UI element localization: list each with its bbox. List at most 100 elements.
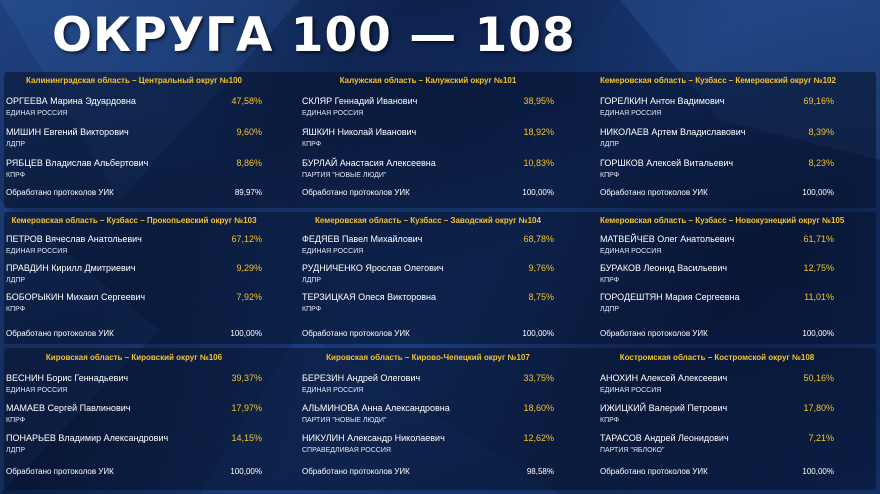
candidate-row: АЛЬМИНОВА Анна Александровна 18,60% ПАРТИЯ…: [302, 403, 554, 427]
candidate-party: ПАРТИЯ "НОВЫЕ ЛЮДИ": [302, 172, 387, 179]
candidate-percent: 8,39%: [808, 127, 834, 137]
candidate-name: ПЕТРОВ Вячеслав Анатольевич: [6, 234, 142, 244]
protocols-processed-percent: 98,58%: [526, 467, 554, 476]
district-block: Калининградская область – Центральный ок…: [6, 76, 262, 208]
district-block: Кемеровская область – Кузбасс – Кемеровс…: [600, 76, 836, 208]
candidate-percent: 69,16%: [803, 96, 834, 106]
candidate-percent: 17,97%: [231, 403, 262, 413]
panel-row-2: [4, 212, 876, 344]
district-header: Кемеровская область – Кузбасс – Новокузн…: [600, 216, 845, 225]
candidate-party: КПРФ: [600, 277, 620, 284]
candidate-row: НИКОЛАЕВ Артем Владиславович 8,39% ЛДПР: [600, 127, 834, 151]
candidate-row: БОБОРЫКИН Михаил Сергеевич 7,92% КПРФ: [6, 292, 262, 316]
candidate-percent: 50,16%: [803, 373, 834, 383]
candidate-name: ПРАВДИН Кирилл Дмитриевич: [6, 263, 136, 273]
candidate-percent: 8,86%: [236, 158, 262, 168]
protocols-processed-label: Обработано протоколов УИК: [6, 329, 114, 338]
candidate-party: КПРФ: [600, 417, 620, 424]
candidate-row: БУРАКОВ Леонид Васильевич 12,75% КПРФ: [600, 263, 834, 287]
protocols-processed-label: Обработано протоколов УИК: [600, 329, 708, 338]
candidate-row: ПОНАРЬЕВ Владимир Александрович 14,15% ЛДП…: [6, 433, 262, 457]
candidate-row: МАМАЕВ Сергей Павлинович 17,97% КПРФ: [6, 403, 262, 427]
candidate-party: ЛДПР: [600, 306, 620, 313]
candidate-row: ИЖИЦКИЙ Валерий Петрович 17,80% КПРФ: [600, 403, 834, 427]
candidate-row: АНОХИН Алексей Алексеевич 50,16% ЕДИНАЯ РО…: [600, 373, 834, 397]
candidate-row: МАТВЕЙЧЕВ Олег Анатольевич 61,71% ЕДИНАЯ Р…: [600, 234, 834, 258]
candidate-row: ЯШКИН Николай Иванович 18,92% КПРФ: [302, 127, 554, 151]
protocols-processed-label: Обработано протоколов УИК: [302, 329, 410, 338]
candidate-party: КПРФ: [302, 141, 322, 148]
protocols-processed-label: Обработано протоколов УИК: [600, 188, 708, 197]
candidate-name: ГОРОДЕШТЯН Мария Сергеевна: [600, 292, 740, 302]
candidate-name: ЯШКИН Николай Иванович: [302, 127, 417, 137]
candidate-party: ПАРТИЯ "НОВЫЕ ЛЮДИ": [302, 417, 387, 424]
panel-row-3: [4, 348, 876, 490]
candidate-name: РЯБЦЕВ Владислав Альбертович: [6, 158, 149, 168]
candidate-party: КПРФ: [302, 306, 322, 313]
candidate-row: ПРАВДИН Кирилл Дмитриевич 9,29% ЛДПР: [6, 263, 262, 287]
district-block: Кировская область – Кировский округ №106…: [6, 353, 262, 485]
candidate-party: ЛДПР: [6, 447, 26, 454]
candidate-percent: 33,75%: [523, 373, 554, 383]
candidate-row: НИКУЛИН Александр Николаевич 12,62% СПРАВЕ…: [302, 433, 554, 457]
candidate-name: ПОНАРЬЕВ Владимир Александрович: [6, 433, 169, 443]
candidate-party: КПРФ: [6, 417, 26, 424]
candidate-party: КПРФ: [6, 172, 26, 179]
protocols-processed-label: Обработано протоколов УИК: [302, 188, 410, 197]
candidate-percent: 12,75%: [803, 263, 834, 273]
district-header: Кировская область – Кировский округ №106: [45, 353, 223, 362]
district-block: Кемеровская область – Кузбасс – Заводски…: [302, 216, 554, 348]
candidate-party: ЕДИНАЯ РОССИЯ: [600, 248, 662, 255]
protocols-processed-percent: 100,00%: [802, 188, 834, 197]
district-block: Кировская область – Кирово-Чепецкий окру…: [302, 353, 554, 485]
candidate-percent: 8,75%: [528, 292, 554, 302]
candidate-name: МИШИН Евгений Викторович: [6, 127, 129, 137]
candidate-party: ЕДИНАЯ РОССИЯ: [6, 387, 68, 394]
candidate-name: ГОРШКОВ Алексей Витальевич: [600, 158, 734, 168]
candidate-party: ЕДИНАЯ РОССИЯ: [6, 110, 68, 117]
candidate-percent: 11,01%: [804, 292, 834, 302]
candidate-percent: 7,21%: [808, 433, 834, 443]
candidate-percent: 39,37%: [231, 373, 262, 383]
candidate-name: НИКУЛИН Александр Николаевич: [302, 433, 445, 443]
candidate-name: БЕРЕЗИН Андрей Олегович: [302, 373, 421, 383]
protocols-processed-percent: 100,00%: [802, 467, 834, 476]
candidate-row: ТЕРЗИЦКАЯ Олеся Викторовна 8,75% КПРФ: [302, 292, 554, 316]
candidate-party: ЕДИНАЯ РОССИЯ: [600, 110, 662, 117]
candidate-party: ЛДПР: [6, 277, 26, 284]
candidate-party: ПАРТИЯ "ЯБЛОКО": [600, 447, 665, 454]
candidate-name: БОБОРЫКИН Михаил Сергеевич: [6, 292, 146, 302]
protocols-processed-percent: 100,00%: [230, 467, 262, 476]
district-block: Кемеровская область – Кузбасс – Новокузн…: [600, 216, 845, 348]
district-header: Калужская область – Калужский округ №101: [339, 76, 517, 85]
district-header: Кемеровская область – Кузбасс – Прокопье…: [11, 216, 257, 225]
candidate-percent: 68,78%: [523, 234, 554, 244]
candidate-name: ФЕДЯЕВ Павел Михайлович: [302, 234, 423, 244]
candidate-percent: 10,83%: [523, 158, 554, 168]
page-title: ОКРУГА 100 — 108: [52, 8, 576, 63]
candidate-name: ТЕРЗИЦКАЯ Олеся Викторовна: [302, 292, 437, 302]
district-header: Кировская область – Кирово-Чепецкий окру…: [326, 353, 530, 362]
candidate-row: ОРГЕЕВА Марина Эдуардовна 47,58% ЕДИНАЯ РО…: [6, 96, 262, 120]
candidate-party: ЛДПР: [600, 141, 620, 148]
protocols-processed-percent: 100,00%: [802, 329, 834, 338]
candidate-row: БЕРЕЗИН Андрей Олегович 33,75% ЕДИНАЯ РОСС…: [302, 373, 554, 397]
district-block: Калужская область – Калужский округ №101…: [302, 76, 554, 208]
candidate-row: ГОРШКОВ Алексей Витальевич 8,23% КПРФ: [600, 158, 834, 182]
protocols-processed-percent: 89,97%: [234, 188, 262, 197]
candidate-name: АНОХИН Алексей Алексеевич: [600, 373, 728, 383]
candidate-party: ЕДИНАЯ РОССИЯ: [302, 387, 364, 394]
candidate-party: ЛДПР: [6, 141, 26, 148]
district-block: Кемеровская область – Кузбасс – Прокопье…: [6, 216, 262, 348]
candidate-row: ГОРОДЕШТЯН Мария Сергеевна 11,01% ЛДПР: [600, 292, 834, 316]
protocols-processed-percent: 100,00%: [522, 188, 554, 197]
district-header: Кемеровская область – Кузбасс – Заводски…: [315, 216, 541, 225]
candidate-percent: 8,23%: [808, 158, 834, 168]
panel-row-1: [4, 72, 876, 208]
candidate-percent: 47,58%: [231, 96, 262, 106]
candidate-name: ГОРЕЛКИН Антон Вадимович: [600, 96, 725, 106]
protocols-processed-label: Обработано протоколов УИК: [600, 467, 708, 476]
candidate-party: СПРАВЕДЛИВАЯ РОССИЯ: [302, 447, 391, 454]
candidate-name: БУРАКОВ Леонид Васильевич: [600, 263, 728, 273]
candidate-name: МАМАЕВ Сергей Павлинович: [6, 403, 131, 413]
